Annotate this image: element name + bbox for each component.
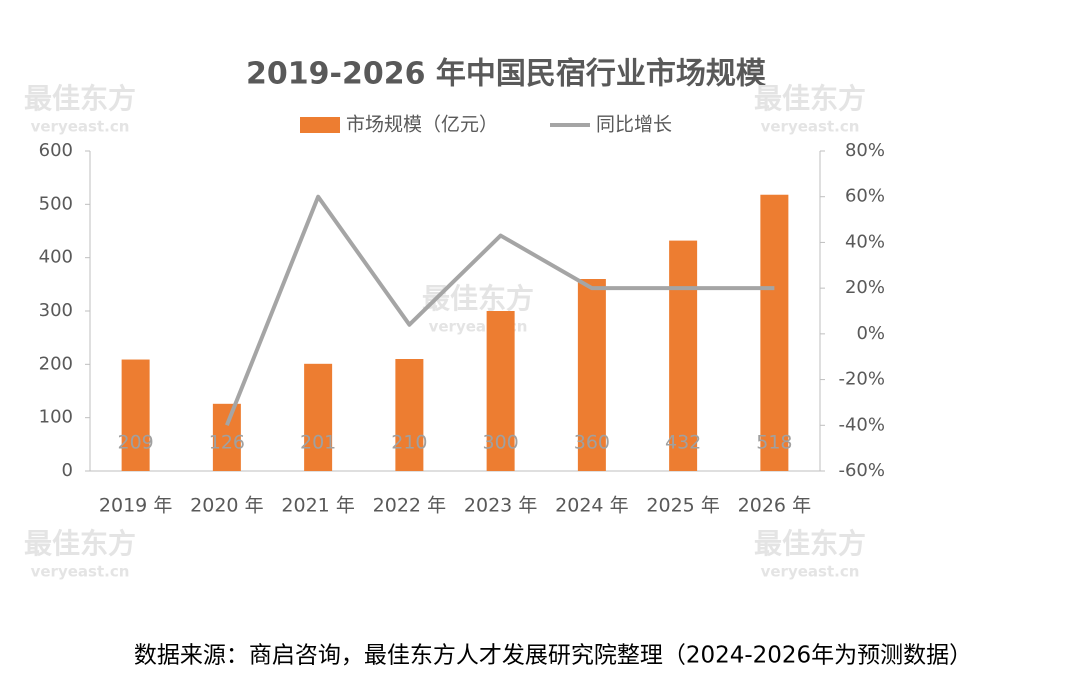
y-tick-label: 300: [39, 300, 73, 321]
bar: [577, 279, 606, 471]
y-tick-label: 200: [39, 353, 73, 374]
source-note: 数据来源：商启咨询，最佳东方人才发展研究院整理（2024-2026年为预测数据）: [134, 643, 972, 669]
watermark: veryeast.cn: [761, 563, 860, 581]
x-tick-label: 2022 年: [373, 495, 446, 517]
data-label: 126: [209, 432, 245, 454]
watermark: 最佳东方: [24, 527, 136, 560]
data-label: 360: [574, 432, 610, 454]
y-tick-label: 100: [39, 407, 73, 428]
watermark: 最佳东方: [754, 82, 866, 115]
y2-tick-label: 20%: [845, 277, 885, 298]
data-label: 432: [665, 432, 701, 454]
x-tick-label: 2020 年: [190, 495, 263, 517]
y2-tick-label: -20%: [838, 369, 885, 390]
bar: [304, 363, 333, 471]
bar: [395, 359, 424, 471]
x-tick-label: 2019 年: [99, 495, 172, 517]
data-label: 300: [482, 432, 518, 454]
data-label: 518: [756, 432, 792, 454]
x-tick-label: 2025 年: [646, 495, 719, 517]
bar: [760, 194, 789, 471]
watermark: veryeast.cn: [31, 563, 130, 581]
legend-label: 市场规模（亿元）: [346, 114, 498, 136]
y-tick-label: 0: [62, 460, 73, 481]
x-tick-label: 2024 年: [555, 495, 628, 517]
bar: [212, 403, 241, 471]
y2-tick-label: 40%: [845, 231, 885, 252]
legend-swatch: [300, 117, 340, 133]
x-tick-label: 2026 年: [738, 495, 811, 517]
bar: [486, 311, 515, 471]
bar: [121, 359, 150, 471]
y-tick-label: 500: [39, 193, 73, 214]
x-tick-label: 2023 年: [464, 495, 537, 517]
y-tick-label: 600: [39, 140, 73, 161]
line: [225, 194, 775, 427]
bar: [669, 240, 698, 471]
x-tick-label: 2021 年: [281, 495, 354, 517]
y2-tick-label: -40%: [838, 414, 885, 435]
y2-tick-label: 80%: [845, 140, 885, 161]
y-tick-label: 400: [39, 247, 73, 268]
watermark: 最佳东方: [24, 82, 136, 115]
watermark: veryeast.cn: [31, 118, 130, 136]
watermark: 最佳东方: [754, 527, 866, 560]
data-label: 210: [391, 432, 427, 454]
y2-tick-label: 0%: [856, 323, 885, 344]
y2-tick-label: -60%: [838, 460, 885, 481]
watermark: veryeast.cn: [761, 118, 860, 136]
chart-title: 2019-2026 年中国民宿行业市场规模: [246, 57, 766, 92]
data-label: 201: [300, 432, 336, 454]
legend-label: 同比增长: [596, 114, 672, 136]
data-label: 209: [117, 432, 153, 454]
watermark: 最佳东方: [422, 282, 534, 315]
y2-tick-label: 60%: [845, 186, 885, 207]
